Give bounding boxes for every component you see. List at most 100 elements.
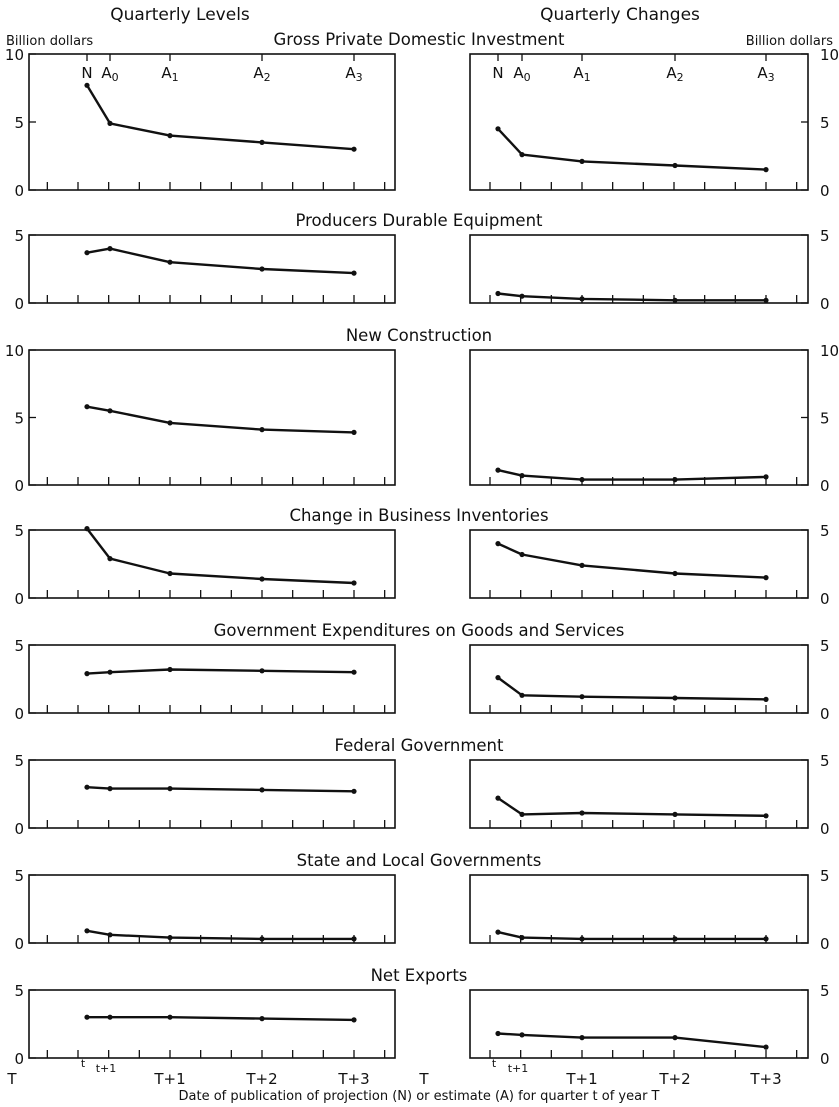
changes-plot: 05 xyxy=(469,867,830,953)
panel-title: New Construction xyxy=(346,326,492,345)
panel-title: Gross Private Domestic Investment xyxy=(274,30,565,49)
data-point xyxy=(167,935,173,941)
right-unit-label: Billion dollars xyxy=(746,34,833,49)
levels-plot: 05 xyxy=(14,867,396,953)
data-point xyxy=(519,935,525,941)
levels-plot: 05 xyxy=(14,227,396,313)
series-line xyxy=(86,247,355,275)
changes-plot: 05 xyxy=(469,752,830,838)
data-point xyxy=(519,811,525,818)
plot-frame xyxy=(469,349,809,486)
data-point xyxy=(495,795,501,801)
series-line xyxy=(497,542,767,579)
panel-title: Federal Government xyxy=(335,736,505,755)
x-tick-label: T xyxy=(6,1070,17,1088)
data-point xyxy=(84,250,90,256)
data-point xyxy=(519,692,525,698)
data-point xyxy=(84,82,90,88)
data-point xyxy=(351,270,357,276)
data-point xyxy=(579,1035,585,1041)
x-tick-label: T+3 xyxy=(337,1070,369,1088)
data-point xyxy=(351,429,357,435)
marker-label: A2 xyxy=(666,64,683,84)
plot-frame xyxy=(469,874,809,944)
x-tick-label: T+2 xyxy=(658,1070,690,1088)
data-point xyxy=(167,570,173,577)
y-tick-label: 10 xyxy=(820,342,839,360)
x-tick-label: T+1 xyxy=(153,1070,185,1088)
data-point xyxy=(167,1014,173,1020)
data-point xyxy=(519,293,525,299)
x-axis-label: Date of publication of projection (N) or… xyxy=(179,1089,660,1104)
changes-plot: 05 xyxy=(469,227,830,313)
data-point xyxy=(351,936,357,942)
plot-frame xyxy=(28,349,396,486)
y-tick-label: 0 xyxy=(14,935,24,953)
y-tick-label: 5 xyxy=(820,982,830,1000)
y-tick-label: 0 xyxy=(820,820,830,838)
data-point xyxy=(107,556,113,562)
y-tick-label: 0 xyxy=(820,590,830,608)
series-line xyxy=(497,468,767,481)
data-point xyxy=(107,408,113,414)
series-line xyxy=(86,786,355,793)
data-point xyxy=(495,929,501,935)
data-point xyxy=(672,1035,678,1041)
data-point xyxy=(519,473,525,479)
data-point xyxy=(167,133,173,139)
data-point xyxy=(107,246,113,252)
panel-title: Net Exports xyxy=(371,966,468,985)
data-point xyxy=(763,297,769,303)
y-tick-label: 0 xyxy=(14,477,24,495)
changes-plot: 0 5 10 N A0 A1 A2 A3 xyxy=(469,46,839,200)
y-tick-label: 5 xyxy=(820,637,830,655)
y-tick-label: 5 xyxy=(14,637,24,655)
changes-plot: 05 xyxy=(469,522,830,608)
y-tick-label: 5 xyxy=(14,982,24,1000)
data-point xyxy=(351,669,357,675)
data-point xyxy=(579,296,585,302)
data-point xyxy=(259,139,265,145)
series-line xyxy=(85,84,355,151)
marker-label: N xyxy=(492,64,503,82)
series-line xyxy=(497,797,767,817)
data-point xyxy=(84,526,90,532)
data-point xyxy=(763,1044,769,1050)
y-tick-label: 0 xyxy=(14,1050,24,1068)
y-tick-label: 0 xyxy=(14,820,24,838)
series-line xyxy=(86,929,354,941)
data-point xyxy=(519,152,525,158)
series-line xyxy=(497,292,766,302)
x-tick-label: T+3 xyxy=(749,1070,781,1088)
series-line xyxy=(497,127,767,171)
data-point xyxy=(107,120,113,126)
y-tick-label: 10 xyxy=(5,46,24,64)
marker-label: A0 xyxy=(513,64,530,84)
levels-plot: 0 5 10 xyxy=(5,342,396,495)
data-point xyxy=(763,167,769,173)
plot-frame xyxy=(469,989,809,1059)
y-tick-label: 5 xyxy=(14,410,24,428)
plot-frame xyxy=(28,759,396,829)
data-point xyxy=(579,694,585,700)
y-tick-label: 0 xyxy=(820,477,830,495)
changes-plot: 05 xyxy=(469,982,830,1068)
y-tick-label: 0 xyxy=(820,935,830,953)
changes-plot: 0 5 10 xyxy=(469,342,839,495)
data-point xyxy=(351,1017,357,1023)
data-point xyxy=(763,696,769,703)
plot-frame xyxy=(28,529,396,599)
data-point xyxy=(672,695,678,701)
x-tick-label: t xyxy=(81,1057,86,1070)
data-point xyxy=(763,474,769,480)
x-axis: Tt t+1 T+1 T+2 T+3 Tt t+1 T+1 T+2 T+3 xyxy=(6,1057,781,1088)
data-point xyxy=(84,404,90,410)
data-point xyxy=(107,1014,113,1020)
y-tick-label: 10 xyxy=(820,46,839,64)
data-point xyxy=(672,162,678,169)
